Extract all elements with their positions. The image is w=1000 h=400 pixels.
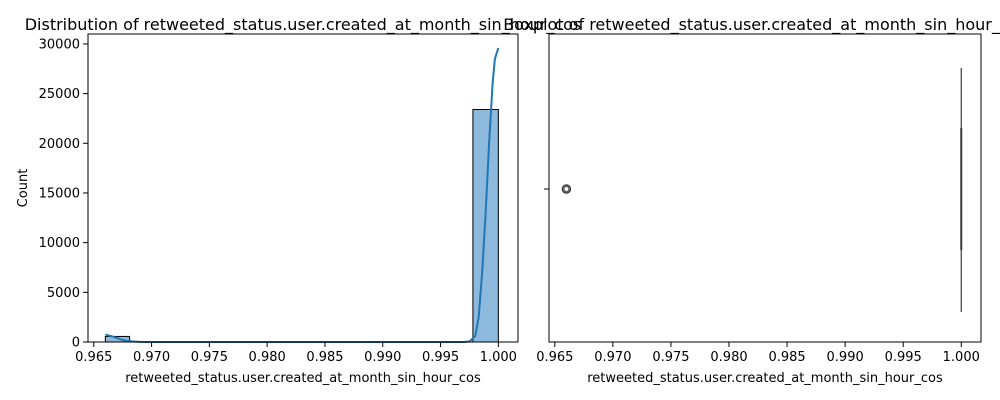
- boxplot-x-tick-label: 0.985: [768, 350, 805, 365]
- histogram-x-ticks: 0.965 0.970 0.975 0.980 0.985 0.990 0.995 1.000: [75, 342, 517, 365]
- histogram-bars: [104, 109, 499, 343]
- histogram-y-tick-label: 15000: [39, 186, 80, 201]
- histogram-y-tick-label: 0: [72, 336, 80, 351]
- histogram-y-tick-label: 5000: [47, 286, 80, 301]
- boxplot-marks: [561, 68, 963, 312]
- boxplot-x-tick-label: 0.965: [536, 350, 573, 365]
- boxplot-x-tick-label: 0.980: [710, 350, 747, 365]
- histogram-y-ticks: 0 5000 10000 15000 20000 25000 30000: [39, 37, 88, 351]
- histogram-x-tick-label: 0.990: [364, 350, 401, 365]
- boxplot-x-label: retweeted_status.user.created_at_month_s…: [587, 371, 943, 386]
- boxplot-x-tick-label: 1.000: [943, 350, 980, 365]
- histogram-x-tick-label: 0.965: [75, 350, 112, 365]
- histogram-x-tick-label: 0.975: [191, 350, 228, 365]
- boxplot-x-tick-label: 0.990: [827, 350, 864, 365]
- histogram-y-tick-label: 10000: [39, 236, 80, 251]
- histogram-y-label: Count: [16, 169, 31, 208]
- kde-curve: [105, 47, 500, 343]
- boxplot-title: Boxplot of retweeted_status.user.created…: [503, 15, 1000, 35]
- boxplot-x-tick-label: 0.995: [885, 350, 922, 365]
- boxplot-x-tick-label: 0.975: [652, 350, 689, 365]
- boxplot-outlier-0: [561, 184, 572, 194]
- boxplot-axes-frame: [548, 33, 982, 343]
- histogram-axes-frame: [87, 33, 519, 343]
- histogram-x-tick-label: 1.000: [480, 350, 517, 365]
- boxplot-panel: Boxplot of retweeted_status.user.created…: [503, 15, 1000, 386]
- histogram-title: Distribution of retweeted_status.user.cr…: [25, 15, 582, 35]
- histogram-x-tick-label: 0.985: [306, 350, 343, 365]
- histogram-x-tick-label: 0.980: [249, 350, 286, 365]
- histogram-x-tick-label: 0.970: [133, 350, 170, 365]
- boxplot-x-ticks: 0.965 0.970 0.975 0.980 0.985 0.990 0.995 1.000: [536, 342, 980, 365]
- boxplot-outlier-inner-0: [563, 186, 570, 192]
- boxplot-x-tick-label: 0.970: [594, 350, 631, 365]
- histogram-panel: Distribution of retweeted_status.user.cr…: [16, 15, 581, 386]
- histogram-y-tick-label: 20000: [39, 137, 80, 152]
- histogram-y-tick-label: 30000: [39, 37, 80, 52]
- histogram-y-tick-label: 25000: [39, 87, 80, 102]
- histogram-x-label: retweeted_status.user.created_at_month_s…: [125, 371, 481, 386]
- histogram-x-tick-label: 0.995: [422, 350, 459, 365]
